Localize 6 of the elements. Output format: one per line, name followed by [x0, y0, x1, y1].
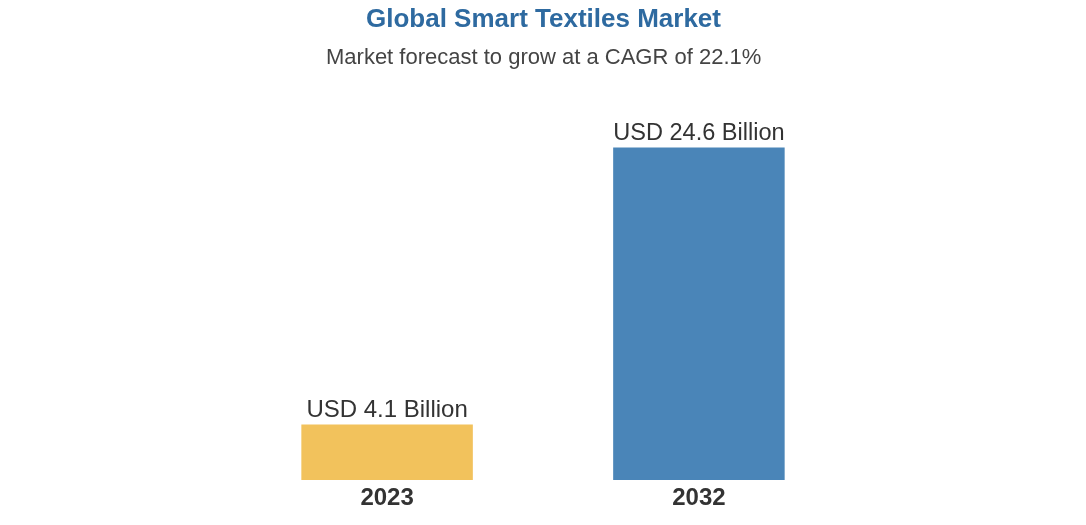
x-tick-label: 2032	[672, 483, 726, 510]
chart-subtitle: Market forecast to grow at a CAGR of 22.1%	[326, 44, 762, 69]
data-label: USD 4.1 Billion	[306, 394, 468, 422]
chart-title: Global Smart Textiles Market	[366, 3, 722, 33]
x-tick-label: 2023	[360, 483, 414, 510]
data-label: USD 24.6 Billion	[613, 118, 785, 145]
